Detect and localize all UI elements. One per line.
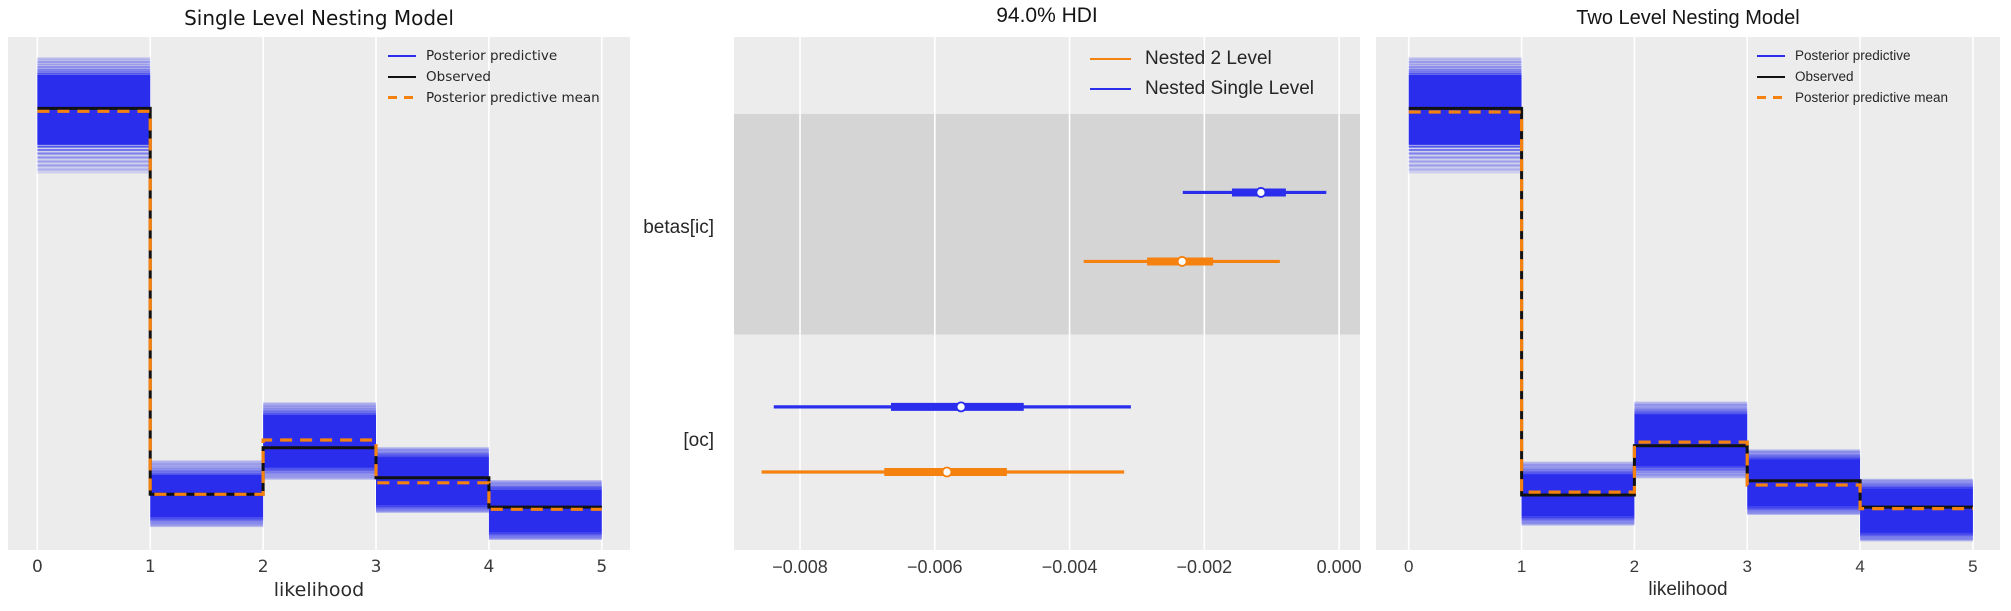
ylabel-oc: [oc] <box>683 429 714 451</box>
x-tick-label: 0 <box>31 557 43 577</box>
legend-label: Posterior predictive mean <box>1795 90 1949 105</box>
x-tick-label: 2 <box>257 557 269 577</box>
legend-label: Posterior predictive <box>1795 48 1911 63</box>
x-tick-label: −0.002 <box>1176 557 1233 577</box>
legend-item: Observed <box>1757 66 1948 87</box>
x-tick-label: 1 <box>1516 557 1527 576</box>
legend-item: Posterior predictive <box>1757 45 1948 66</box>
x-tick-label: 3 <box>370 557 382 577</box>
nested-single-level-line-swatch <box>1090 88 1131 90</box>
legend-right-ppc: Posterior predictive Observed Posterior … <box>1757 45 1948 108</box>
x-tick-label: 4 <box>483 557 495 577</box>
legend-forest: Nested 2 Level Nested Single Level <box>1090 44 1314 104</box>
nested-2-level-line-swatch <box>1090 58 1131 60</box>
xlabel-likelihood-right: likelihood <box>1648 579 1728 600</box>
ppc-plot-two-level <box>1376 37 2000 550</box>
legend-label: Observed <box>1795 69 1854 84</box>
x-tick-label: 2 <box>1629 557 1640 576</box>
x-tick-label: 0.000 <box>1316 557 1362 577</box>
ppc-plot-single-level <box>8 37 630 550</box>
posterior-predictive-line-swatch <box>1757 54 1785 57</box>
legend-item: Posterior predictive mean <box>1757 87 1948 108</box>
x-tick-label: 5 <box>1968 557 1978 576</box>
observed-line-swatch <box>1757 75 1785 78</box>
x-tick-label: 1 <box>144 557 156 577</box>
legend-label: Posterior predictive mean <box>426 89 600 106</box>
x-tick-label: 5 <box>596 557 608 577</box>
legend-label: Nested Single Level <box>1145 78 1314 99</box>
legend-label: Observed <box>426 68 491 85</box>
legend-item: Observed <box>388 66 600 87</box>
legend-item: Nested 2 Level <box>1090 44 1314 74</box>
x-tick-label: −0.008 <box>772 557 828 577</box>
legend-item: Nested Single Level <box>1090 74 1314 104</box>
x-tick-label: −0.004 <box>1041 557 1098 577</box>
ylabel-betas-ic: betas[ic] <box>643 217 714 239</box>
legend-label: Nested 2 Level <box>1145 48 1272 69</box>
xlabel-likelihood-left: likelihood <box>273 579 365 601</box>
x-tick-label: 4 <box>1855 557 1865 576</box>
legend-item: Posterior predictive <box>388 45 600 66</box>
title-hdi: 94.0% HDI <box>996 4 1098 27</box>
legend-left-ppc: Posterior predictive Observed Posterior … <box>388 45 600 108</box>
x-tick-label: −0.006 <box>907 557 963 577</box>
title-two-level: Two Level Nesting Model <box>1576 7 1800 29</box>
legend-item: Posterior predictive mean <box>388 87 600 108</box>
forest-plot-hdi <box>734 37 1360 550</box>
x-tick-label: 3 <box>1742 557 1752 576</box>
posterior-predictive-mean-line-swatch <box>388 95 416 100</box>
posterior-predictive-mean-line-swatch <box>1757 95 1785 100</box>
observed-line-swatch <box>388 75 416 78</box>
legend-label: Posterior predictive <box>426 47 558 64</box>
posterior-predictive-line-swatch <box>388 54 416 57</box>
x-tick-label: 0 <box>1403 557 1414 576</box>
title-single-level: Single Level Nesting Model <box>184 6 454 30</box>
